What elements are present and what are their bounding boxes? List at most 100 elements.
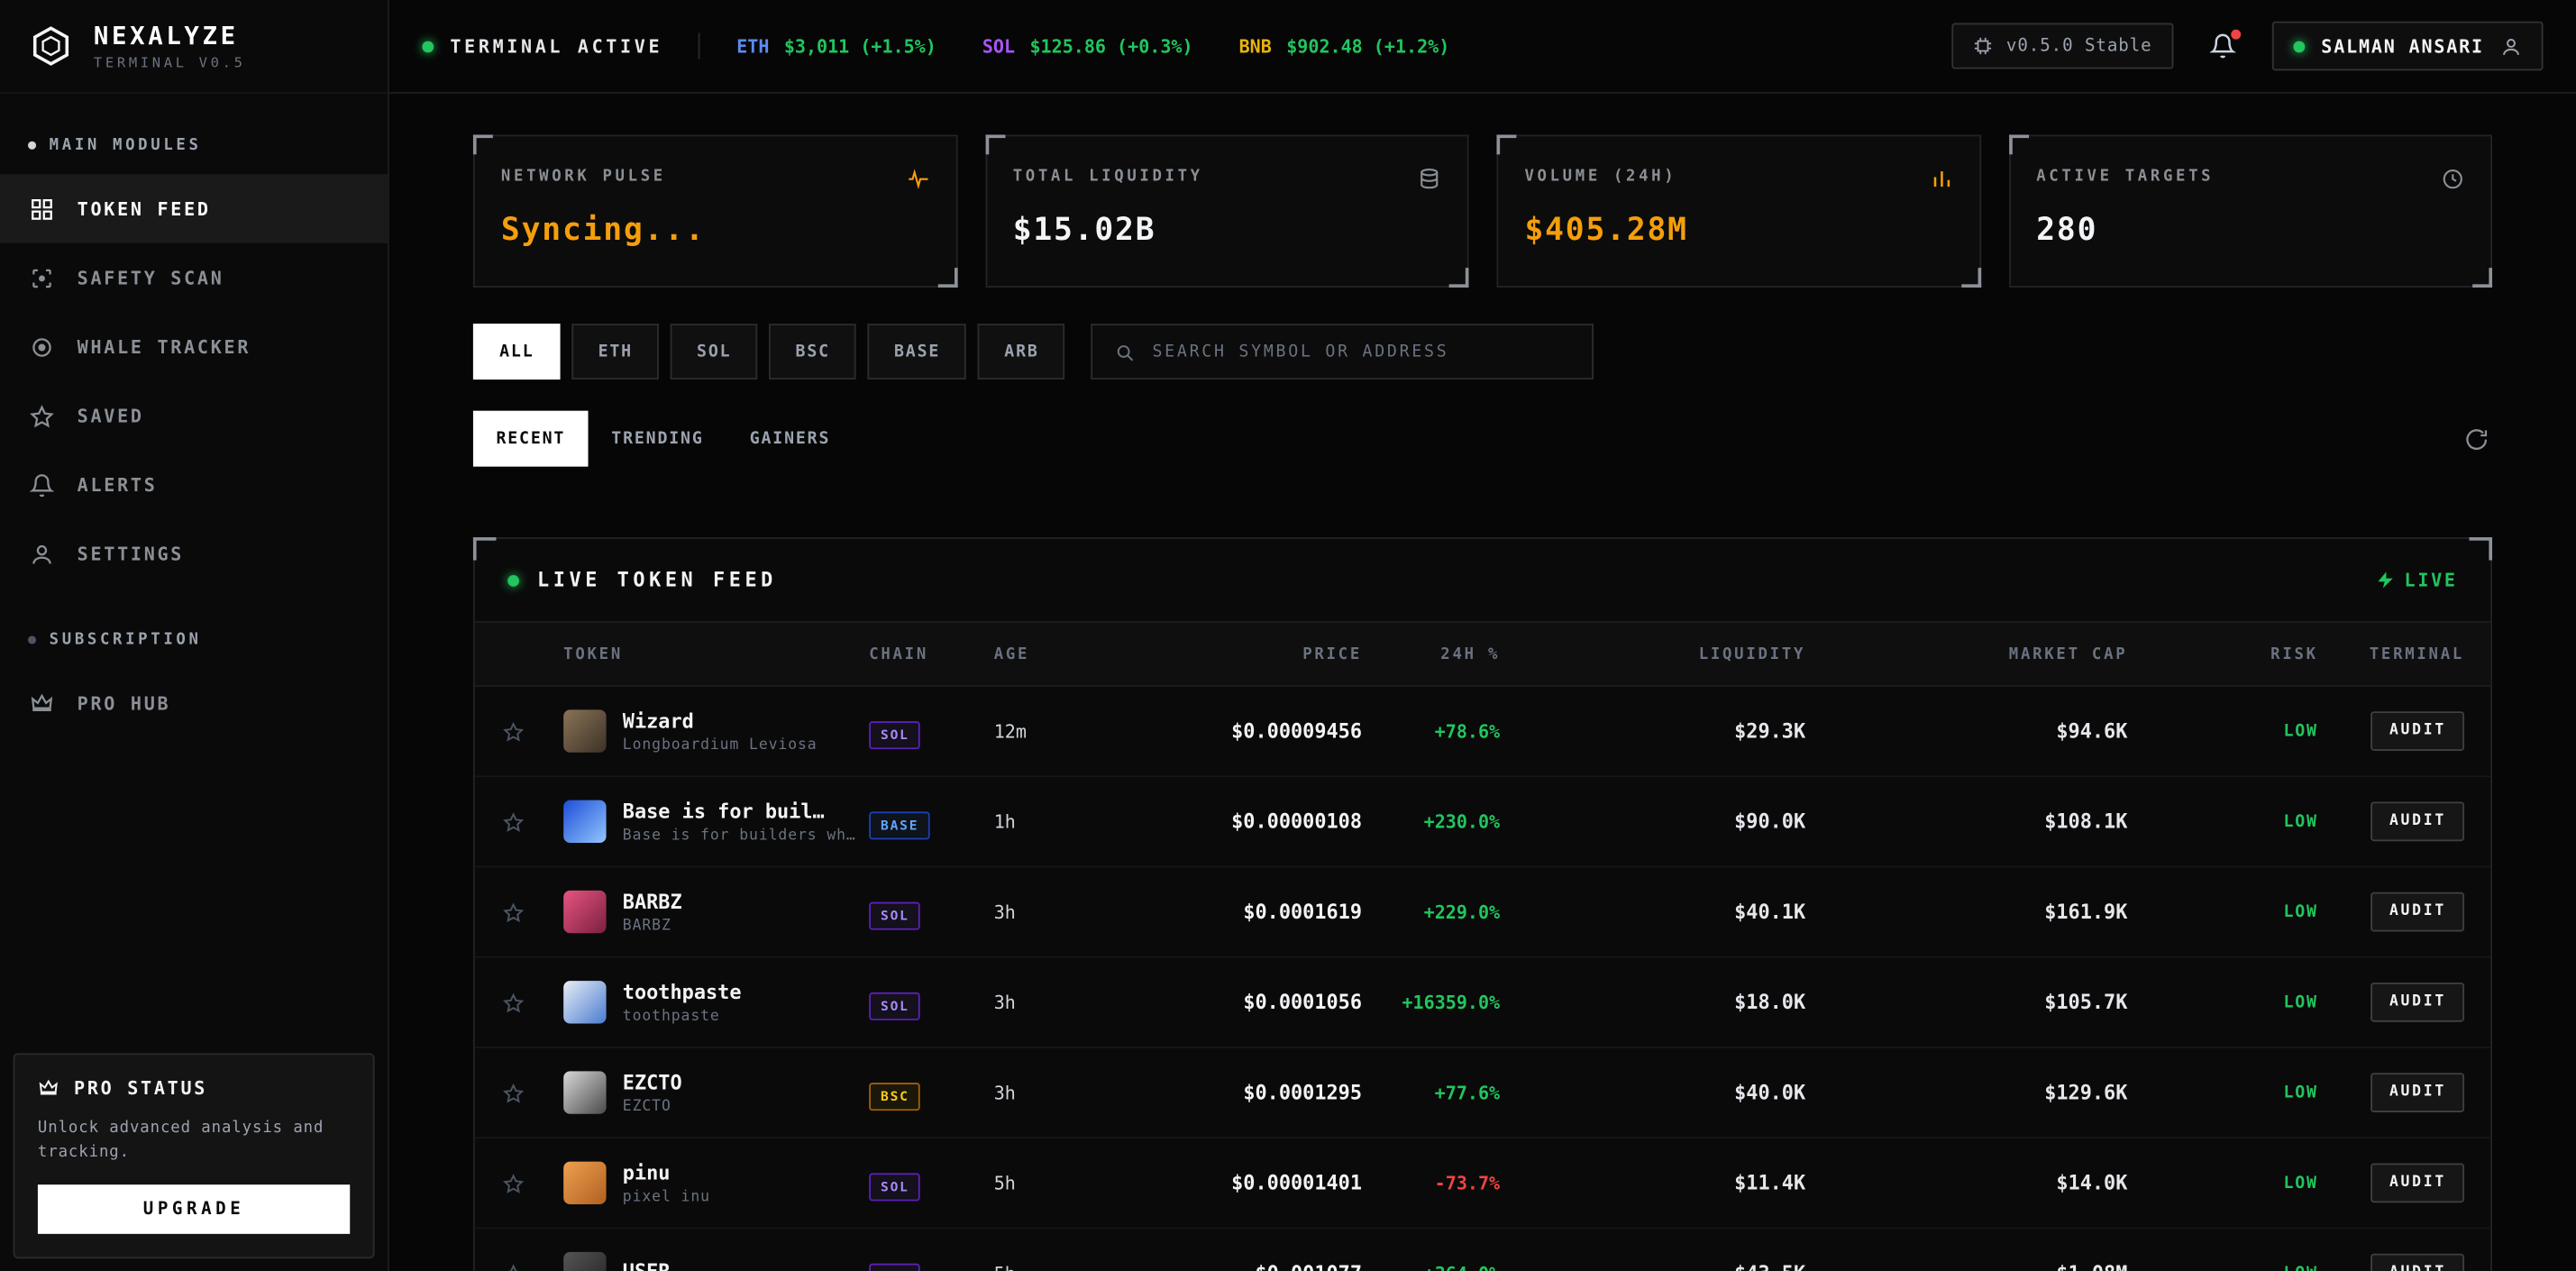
topbar: TERMINAL ACTIVE ETH $3,011 (+1.5%) SOL $12… — [388, 0, 2576, 94]
tab-trending[interactable]: TRENDING — [589, 411, 726, 467]
audit-button[interactable]: AUDIT — [2370, 1073, 2465, 1112]
chain-filter-base[interactable]: BASE — [867, 324, 967, 380]
favorite-star-icon[interactable] — [502, 1082, 524, 1103]
favorite-star-icon[interactable] — [502, 901, 524, 923]
token-market-cap: $129.6K — [2044, 1081, 2128, 1104]
chain-filter-sol[interactable]: SOL — [670, 324, 758, 380]
token-avatar — [563, 800, 607, 844]
sidebar-item-label: WHALE TRACKER — [77, 335, 251, 358]
feed-title: LIVE TOKEN FEED — [507, 569, 777, 591]
favorite-star-icon[interactable] — [502, 992, 524, 1013]
chip-icon — [1975, 37, 1992, 55]
token-name: Wizard — [622, 709, 694, 733]
sidebar-item-safety-scan[interactable]: SAFETY SCAN — [0, 243, 388, 313]
app-logo: NEXALYZE TERMINAL V0.5 — [0, 0, 388, 94]
favorite-star-icon[interactable] — [502, 1263, 524, 1271]
token-market-cap: $14.0K — [2056, 1171, 2128, 1195]
chain-filter-arb[interactable]: ARB — [978, 324, 1065, 380]
sidebar-item-pro-hub[interactable]: PRO HUB — [0, 669, 388, 738]
table-row[interactable]: pinu pixel inu SOL 5h $0.00001401 -73.7%… — [474, 1138, 2491, 1230]
risk-badge: LOW — [2283, 1084, 2318, 1102]
table-row[interactable]: toothpaste toothpaste SOL 3h $0.0001056 … — [474, 958, 2491, 1048]
refresh-button[interactable] — [2461, 423, 2492, 454]
token-price: $0.00000108 — [1231, 809, 1363, 834]
search-input[interactable] — [1152, 343, 1572, 361]
audit-button[interactable]: AUDIT — [2370, 1253, 2465, 1271]
sidebar-item-settings[interactable]: SETTINGS — [0, 519, 388, 589]
risk-badge: LOW — [2283, 722, 2318, 741]
upgrade-button[interactable]: UPGRADE — [37, 1184, 351, 1234]
lightning-icon — [2377, 571, 2392, 589]
favorite-star-icon[interactable] — [502, 811, 524, 833]
token-name: Base is for buil… — [622, 799, 825, 823]
table-row[interactable]: EZCTO EZCTO BSC 3h $0.0001295 +77.6% $40… — [474, 1048, 2491, 1139]
chain-filter-all[interactable]: ALL — [472, 324, 561, 380]
ticker-quote: $3,011 (+1.5%) — [783, 35, 936, 57]
token-age: 3h — [993, 1082, 1016, 1103]
search-box — [1092, 324, 1594, 380]
sidebar-item-alerts[interactable]: ALERTS — [0, 450, 388, 519]
chain-badge: BASE — [869, 810, 931, 839]
sidebar-item-whale-tracker[interactable]: WHALE TRACKER — [0, 312, 388, 381]
token-avatar — [563, 709, 607, 753]
token-24h-change: -73.7% — [1434, 1172, 1501, 1194]
stat-label: VOLUME (24H) — [1524, 167, 1677, 186]
col-chain: CHAIN — [869, 645, 929, 663]
chain-filter-bsc[interactable]: BSC — [769, 324, 857, 380]
favorite-star-icon[interactable] — [502, 1172, 524, 1193]
sidebar-item-token-feed[interactable]: TOKEN FEED — [0, 174, 388, 243]
username: SALMAN ANSARI — [2321, 35, 2484, 57]
stat-value: 280 — [2036, 212, 2098, 249]
audit-button[interactable]: AUDIT — [2370, 892, 2465, 932]
search-icon — [1118, 344, 1134, 361]
chain-filter-row: ALL ETH SOL BSC BASE ARB — [472, 324, 2492, 380]
table-row[interactable]: USER SOL 5h $0.001077 +364.0% $43.5K — [475, 1229, 2490, 1271]
audit-button[interactable]: AUDIT — [2370, 711, 2465, 751]
ticker-bnb: BNB $902.48 (+1.2%) — [1239, 35, 1450, 57]
favorite-star-icon[interactable] — [502, 720, 524, 742]
table-row[interactable]: Base is for buil… Base is for builders w… — [474, 777, 2491, 868]
user-online-dot — [2293, 40, 2306, 52]
ticker-symbol: ETH — [736, 35, 770, 57]
token-name: pinu — [622, 1160, 671, 1184]
ticker-symbol: SOL — [982, 35, 1016, 57]
token-market-cap: $108.1K — [2044, 809, 2128, 834]
token-24h-change: +229.0% — [1423, 901, 1501, 923]
col-risk: RISK — [2270, 645, 2318, 663]
token-subtitle: EZCTO — [622, 1098, 671, 1115]
col-terminal: TERMINAL — [2369, 645, 2465, 663]
token-name: toothpaste — [622, 980, 742, 1003]
section-main-modules: MAIN MODULES — [0, 136, 388, 154]
col-age: AGE — [993, 645, 1030, 663]
chain-badge: SOL — [869, 991, 921, 1020]
sidebar-item-saved[interactable]: SAVED — [0, 381, 388, 451]
token-liquidity: $43.5K — [1500, 1262, 1805, 1271]
risk-badge: LOW — [2283, 812, 2318, 831]
ticker-symbol: BNB — [1238, 35, 1272, 57]
user-icon — [32, 544, 51, 563]
table-row[interactable]: BARBZ BARBZ SOL 3h $0.0001619 +229.0% $4… — [474, 867, 2491, 958]
audit-button[interactable]: AUDIT — [2370, 1163, 2465, 1203]
token-24h-change: +77.6% — [1434, 1082, 1501, 1103]
table-row[interactable]: Wizard Longboardium Leviosa SOL 12m $0.0… — [474, 687, 2491, 778]
tab-recent[interactable]: RECENT — [472, 410, 589, 467]
token-age: 12m — [993, 720, 1027, 742]
token-liquidity: $90.0K — [1734, 809, 1806, 834]
token-avatar — [563, 890, 607, 934]
stat-value: $405.28M — [1524, 212, 1688, 249]
user-menu-button[interactable]: SALMAN ANSARI — [2271, 21, 2544, 71]
bell-icon — [29, 473, 55, 497]
tab-gainers[interactable]: GAINERS — [726, 411, 854, 467]
version-label: v0.5.0 Stable — [2005, 36, 2152, 56]
bell-icon — [2209, 33, 2236, 59]
chain-filter-eth[interactable]: ETH — [571, 324, 660, 380]
col-token: TOKEN — [563, 645, 624, 663]
stat-card-active-targets: ACTIVE TARGETS 280 — [2008, 134, 2493, 288]
audit-button[interactable]: AUDIT — [2370, 801, 2465, 842]
notifications-button[interactable] — [2206, 29, 2241, 62]
audit-button[interactable]: AUDIT — [2370, 982, 2465, 1022]
pro-status-card: PRO STATUS Unlock advanced analysis and … — [13, 1052, 375, 1259]
token-price: $0.0001295 — [1243, 1081, 1363, 1104]
version-badge[interactable]: v0.5.0 Stable — [1951, 23, 2174, 69]
